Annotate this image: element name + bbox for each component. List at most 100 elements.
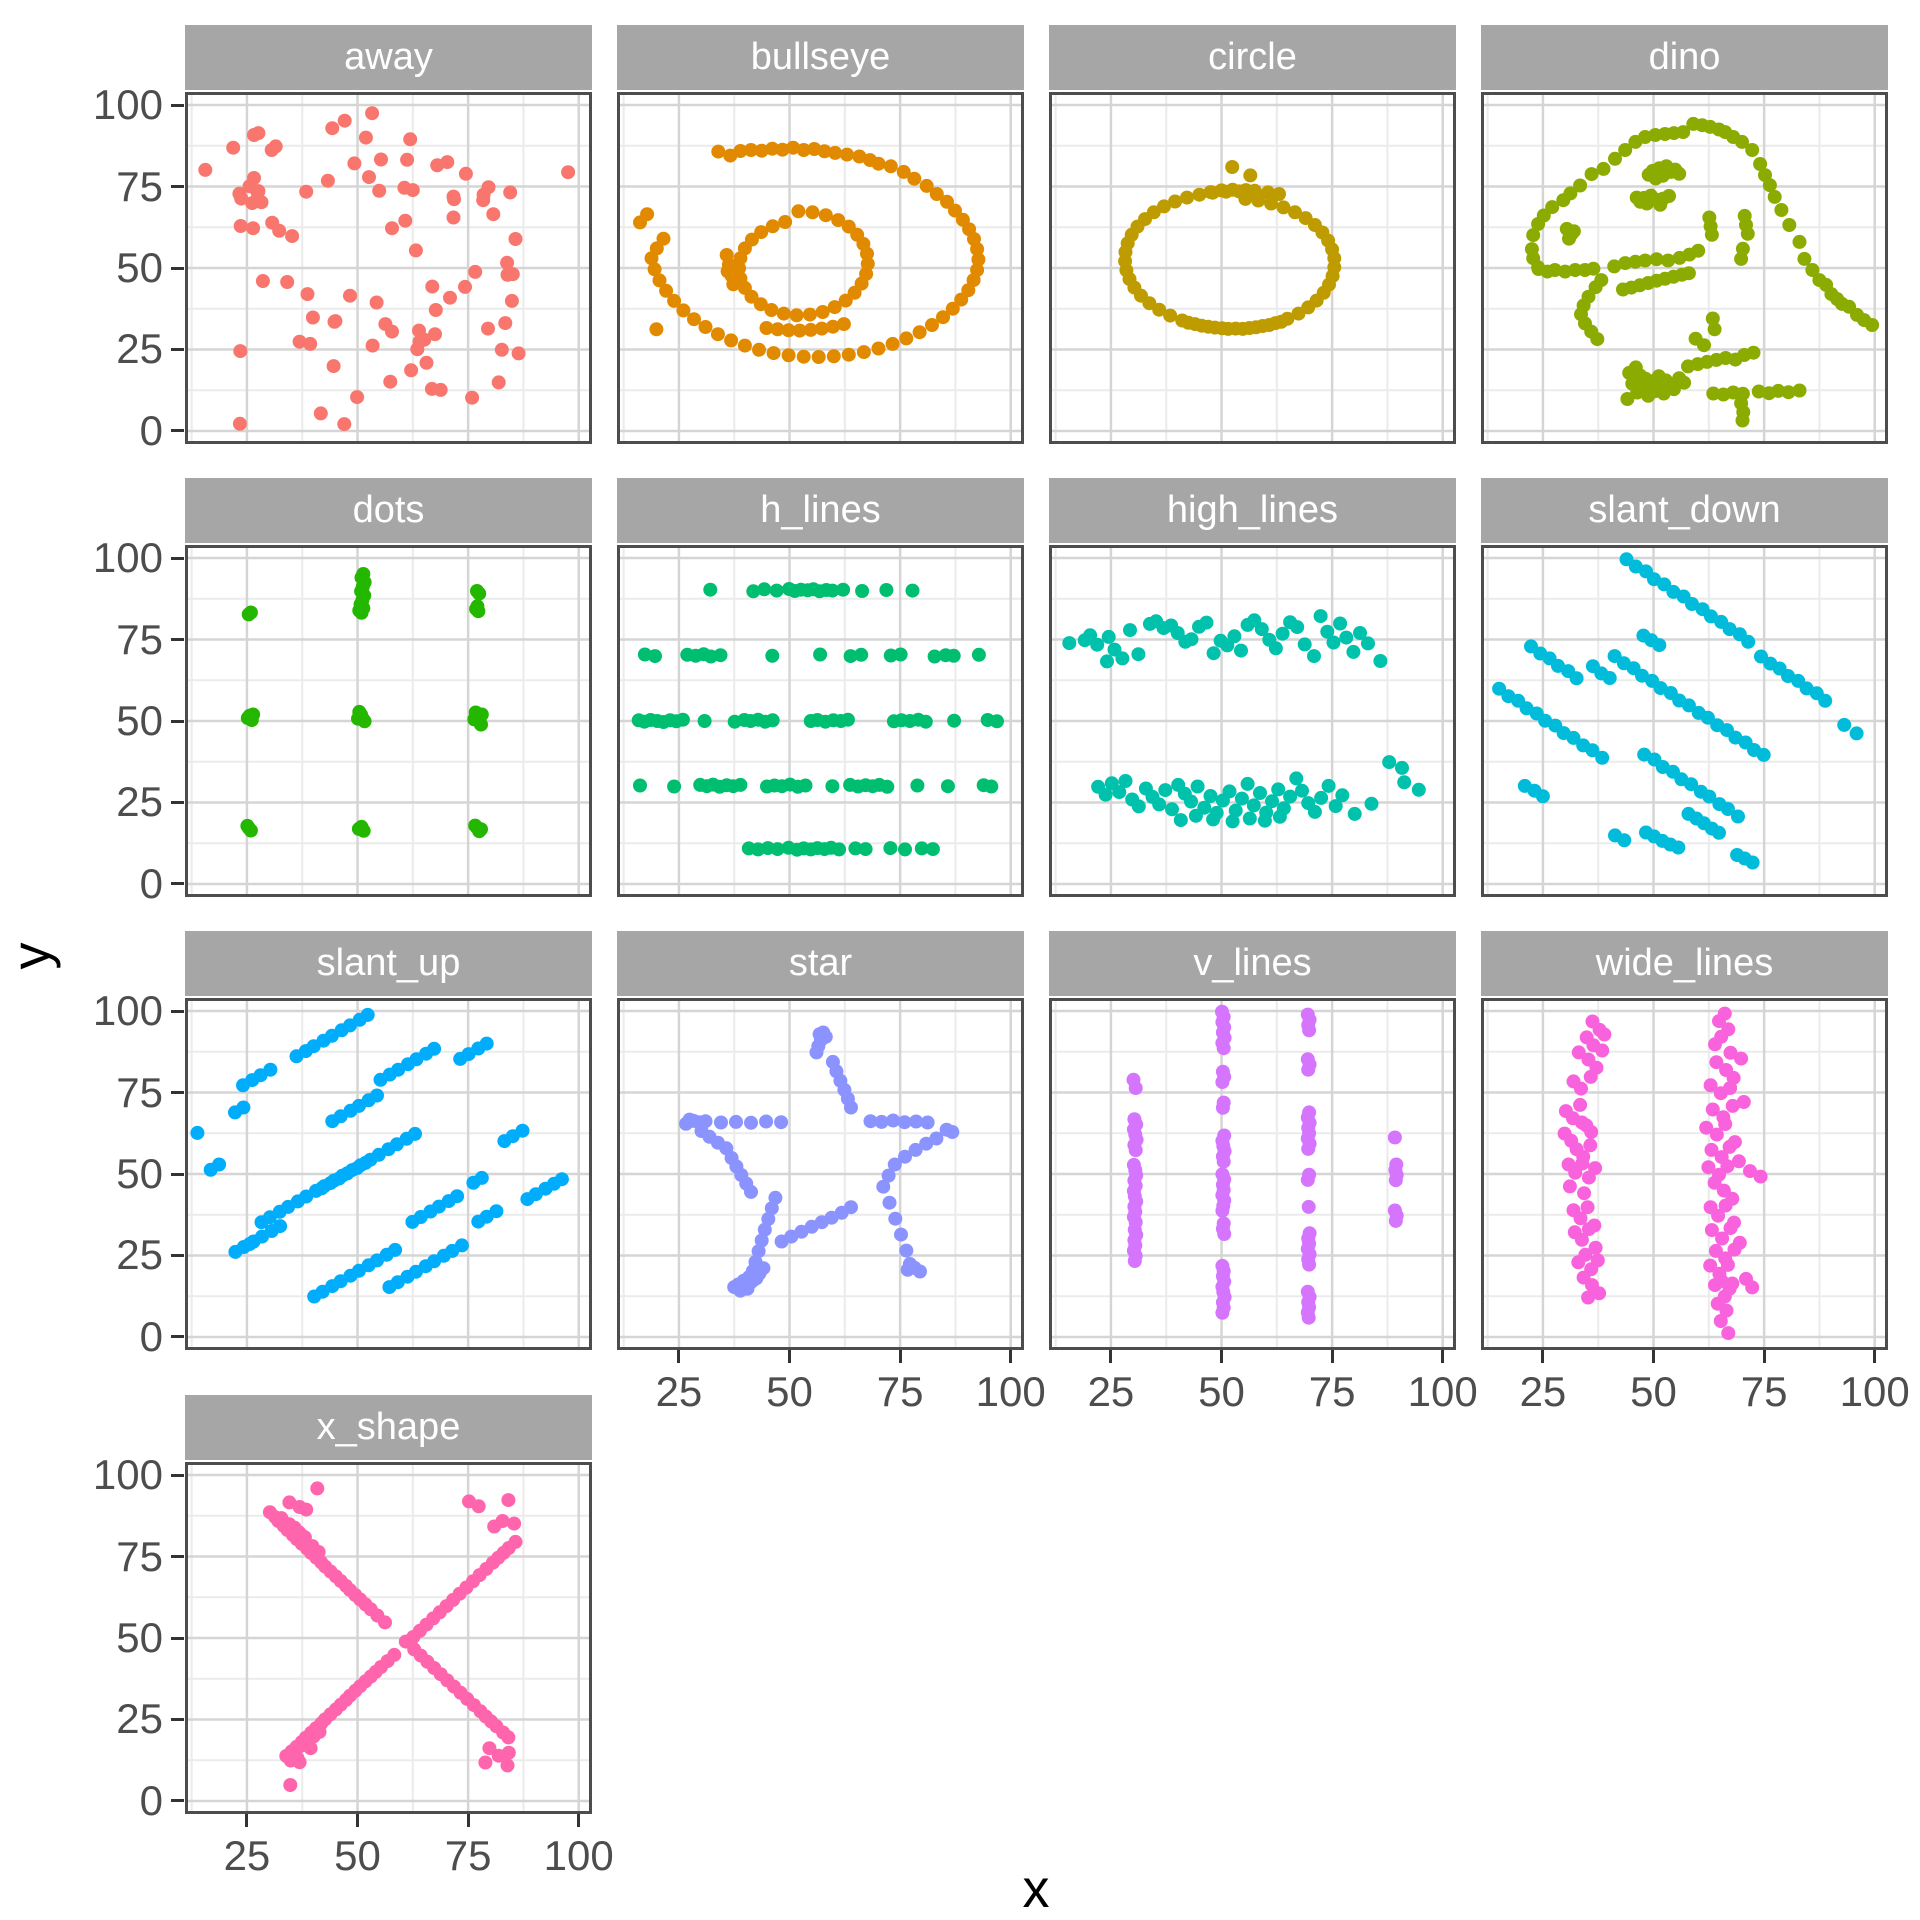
data-point — [753, 297, 768, 312]
x-axis-tick — [1220, 1350, 1224, 1363]
data-point — [1684, 777, 1699, 792]
data-point — [236, 1100, 251, 1115]
gridlines-major — [617, 998, 1024, 1350]
data-point — [687, 312, 701, 327]
data-point — [314, 1181, 329, 1196]
data-point — [1492, 681, 1507, 696]
data-point — [883, 841, 898, 856]
data-point — [815, 305, 830, 319]
data-point — [855, 584, 870, 598]
x-axis-tick-label: 25 — [223, 1832, 271, 1879]
data-point — [863, 1114, 878, 1129]
facet-panel — [185, 1462, 592, 1814]
y-axis-tick-label: 25 — [116, 1231, 163, 1279]
data-point — [554, 1172, 569, 1187]
data-point — [427, 1041, 442, 1056]
data-point — [1225, 160, 1240, 174]
x-axis-tick-label: 75 — [876, 1368, 924, 1415]
data-point — [1571, 1255, 1586, 1270]
x-axis-tick-label: 75 — [1740, 1368, 1788, 1415]
data-point — [500, 267, 515, 282]
data-point — [1721, 1326, 1736, 1341]
data-point — [1745, 1280, 1760, 1295]
facet-strip-label: circle — [1208, 36, 1297, 78]
data-point — [1411, 782, 1426, 797]
data-point — [454, 1238, 469, 1253]
data-point — [754, 143, 769, 158]
points-layer — [679, 1025, 960, 1298]
data-point — [1152, 302, 1167, 317]
data-point — [908, 1142, 923, 1157]
data-point — [1568, 263, 1583, 277]
data-point — [255, 274, 270, 288]
data-point — [776, 306, 791, 321]
data-point — [954, 292, 969, 307]
data-point — [746, 584, 761, 599]
data-point — [1298, 211, 1313, 226]
data-point — [1666, 382, 1681, 397]
data-point — [826, 349, 841, 364]
data-point — [888, 1211, 903, 1226]
data-point — [656, 231, 671, 246]
data-point — [1743, 1164, 1757, 1179]
data-point — [419, 355, 434, 370]
data-point — [751, 1244, 766, 1259]
data-point — [310, 1481, 325, 1496]
data-point — [936, 310, 950, 325]
data-point — [1573, 178, 1588, 193]
data-point — [1712, 825, 1726, 840]
data-point — [1180, 190, 1194, 205]
data-point — [1745, 143, 1760, 157]
data-point — [378, 317, 393, 332]
facet-strip: slant_down — [1481, 478, 1888, 543]
data-point — [482, 1741, 497, 1756]
data-point — [303, 1741, 318, 1756]
y-axis-tick-label: 50 — [116, 1614, 163, 1661]
facet-panel — [1481, 92, 1888, 444]
data-point — [769, 583, 784, 598]
data-point — [370, 1088, 384, 1103]
data-point — [1307, 804, 1322, 819]
data-point — [1289, 771, 1304, 786]
data-point — [1235, 321, 1250, 336]
panel-border — [1481, 998, 1888, 1350]
data-point — [1556, 193, 1571, 208]
data-point — [1382, 755, 1397, 770]
data-point — [1792, 383, 1807, 398]
points-layer — [262, 1481, 523, 1792]
data-point — [1098, 787, 1113, 802]
data-point — [515, 1123, 530, 1138]
data-point — [1206, 812, 1221, 827]
data-point — [899, 331, 914, 346]
points-layer — [1062, 609, 1426, 829]
gridlines-minor — [1049, 545, 1456, 897]
data-point — [1361, 636, 1375, 651]
data-point — [909, 1114, 924, 1129]
data-point — [511, 346, 526, 361]
data-point — [1387, 1130, 1402, 1145]
data-point — [907, 171, 922, 186]
gridlines-major — [617, 92, 1024, 444]
gridlines-major — [1049, 92, 1456, 444]
facet-panel — [1481, 545, 1888, 897]
x-axis-tick — [577, 1814, 581, 1827]
data-point — [1264, 196, 1279, 211]
data-point — [1725, 1276, 1740, 1291]
data-point — [433, 382, 448, 397]
data-point — [481, 180, 496, 195]
data-point — [1333, 616, 1348, 631]
x-axis-tick — [788, 1350, 792, 1363]
facet-panel — [617, 545, 1024, 897]
data-point — [838, 293, 853, 308]
data-point — [1740, 226, 1755, 241]
data-point — [1254, 622, 1269, 637]
data-point — [1703, 1078, 1718, 1093]
data-point — [1526, 228, 1541, 243]
data-point — [1641, 388, 1656, 403]
y-axis-tick — [171, 266, 184, 270]
facet-panel — [185, 545, 592, 897]
data-point — [764, 1201, 779, 1216]
data-point — [1276, 200, 1291, 215]
y-axis-tick — [171, 1091, 184, 1095]
facet-dots: dots 100 75 50 25 0 — [93, 478, 592, 907]
